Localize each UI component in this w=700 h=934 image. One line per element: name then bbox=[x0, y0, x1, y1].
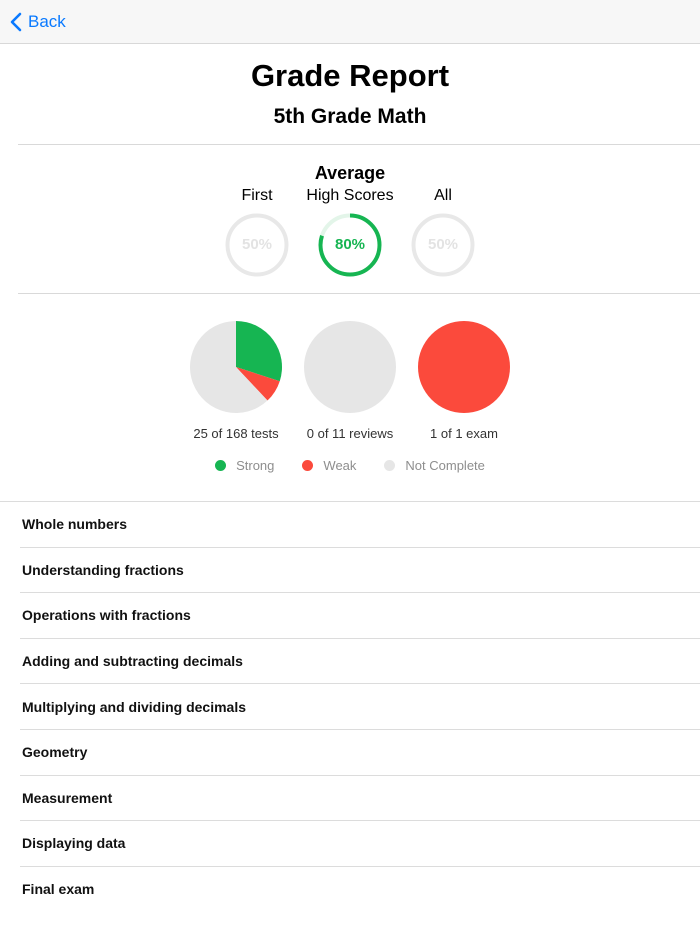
average-first-label: First bbox=[241, 187, 273, 204]
topic-label: Adding and subtracting decimals bbox=[22, 653, 243, 670]
average-high-scores-ring: 80% bbox=[318, 213, 382, 277]
topic-row-final-exam[interactable]: Final exam bbox=[20, 865, 700, 912]
average-high-scores-label: High Scores bbox=[306, 187, 394, 204]
weak-dot-icon bbox=[302, 460, 314, 471]
pie-slice-strong bbox=[236, 321, 282, 382]
back-label: Back bbox=[28, 12, 66, 31]
legend-not-complete-label: Not Complete bbox=[405, 458, 485, 473]
divider bbox=[18, 293, 700, 294]
topic-row-operations-with-fractions[interactable]: Operations with fractions bbox=[20, 592, 700, 638]
not-complete-dot-icon bbox=[384, 460, 396, 471]
page-subtitle: 5th Grade Math bbox=[273, 105, 427, 128]
average-all-ring: 50% bbox=[411, 213, 475, 277]
topic-row-displaying-data[interactable]: Displaying data bbox=[20, 820, 700, 866]
exam-caption: 1 of 1 exam bbox=[430, 426, 498, 441]
topic-row-whole-numbers[interactable]: Whole numbers bbox=[0, 501, 700, 547]
average-all-value: 50% bbox=[427, 236, 459, 253]
topic-row-multiplying-dividing-decimals[interactable]: Multiplying and dividing decimals bbox=[20, 683, 700, 729]
topic-label: Multiplying and dividing decimals bbox=[22, 698, 247, 715]
legend-weak-label: Weak bbox=[323, 458, 357, 473]
reviews-caption: 0 of 11 reviews bbox=[306, 426, 394, 441]
legend-not-complete: Not Complete bbox=[384, 458, 485, 473]
topic-label: Understanding fractions bbox=[22, 561, 184, 578]
legend-strong-label: Strong bbox=[236, 458, 275, 473]
topic-label: Measurement bbox=[22, 789, 113, 806]
average-all[interactable]: All 50% bbox=[388, 186, 498, 277]
average-title: Average bbox=[314, 163, 386, 183]
pie-slice-not-complete bbox=[190, 321, 268, 413]
topic-row-measurement[interactable]: Measurement bbox=[20, 774, 700, 821]
strong-dot-icon bbox=[215, 460, 227, 471]
topic-label: Geometry bbox=[22, 744, 88, 761]
ring-progress bbox=[318, 213, 382, 277]
pie-slice-weak bbox=[236, 367, 280, 401]
average-high-scores[interactable]: High Scores 80% bbox=[295, 186, 405, 277]
topics-list: Whole numbers Understanding fractions Op… bbox=[0, 501, 700, 911]
average-first-value: 50% bbox=[241, 236, 273, 253]
topic-label: Whole numbers bbox=[22, 516, 128, 533]
average-all-label: All bbox=[434, 187, 452, 204]
legend-weak: Weak bbox=[302, 458, 356, 473]
exam-pie bbox=[418, 321, 510, 413]
reviews-pie-chart[interactable]: 0 of 11 reviews bbox=[285, 320, 415, 442]
tests-pie-chart[interactable]: 25 of 168 tests bbox=[171, 320, 301, 442]
chevron-left-icon bbox=[10, 12, 22, 32]
navigation-bar: Back bbox=[0, 0, 700, 44]
legend-strong: Strong bbox=[215, 458, 274, 473]
pie-slice-weak bbox=[418, 321, 510, 413]
average-first-ring: 50% bbox=[225, 213, 289, 277]
topic-row-understanding-fractions[interactable]: Understanding fractions bbox=[20, 546, 700, 593]
ring-track bbox=[411, 213, 475, 277]
exam-pie-chart[interactable]: 1 of 1 exam bbox=[399, 320, 529, 442]
topic-label: Operations with fractions bbox=[22, 607, 191, 624]
back-button[interactable]: Back bbox=[10, 8, 66, 36]
tests-caption: 25 of 168 tests bbox=[193, 426, 279, 441]
pie-legend: Strong Weak Not Complete bbox=[0, 458, 700, 473]
divider bbox=[18, 144, 700, 145]
reviews-pie bbox=[304, 321, 396, 413]
average-first[interactable]: First 50% bbox=[202, 186, 312, 277]
average-high-scores-value: 80% bbox=[334, 236, 366, 253]
topic-row-adding-subtracting-decimals[interactable]: Adding and subtracting decimals bbox=[20, 637, 700, 684]
ring-track bbox=[225, 213, 289, 277]
topic-row-geometry[interactable]: Geometry bbox=[20, 728, 700, 775]
tests-pie bbox=[190, 321, 282, 413]
topic-label: Final exam bbox=[22, 881, 95, 898]
topic-label: Displaying data bbox=[22, 835, 126, 852]
page-title: Grade Report bbox=[250, 58, 450, 93]
pie-slice-not-complete bbox=[304, 321, 396, 413]
